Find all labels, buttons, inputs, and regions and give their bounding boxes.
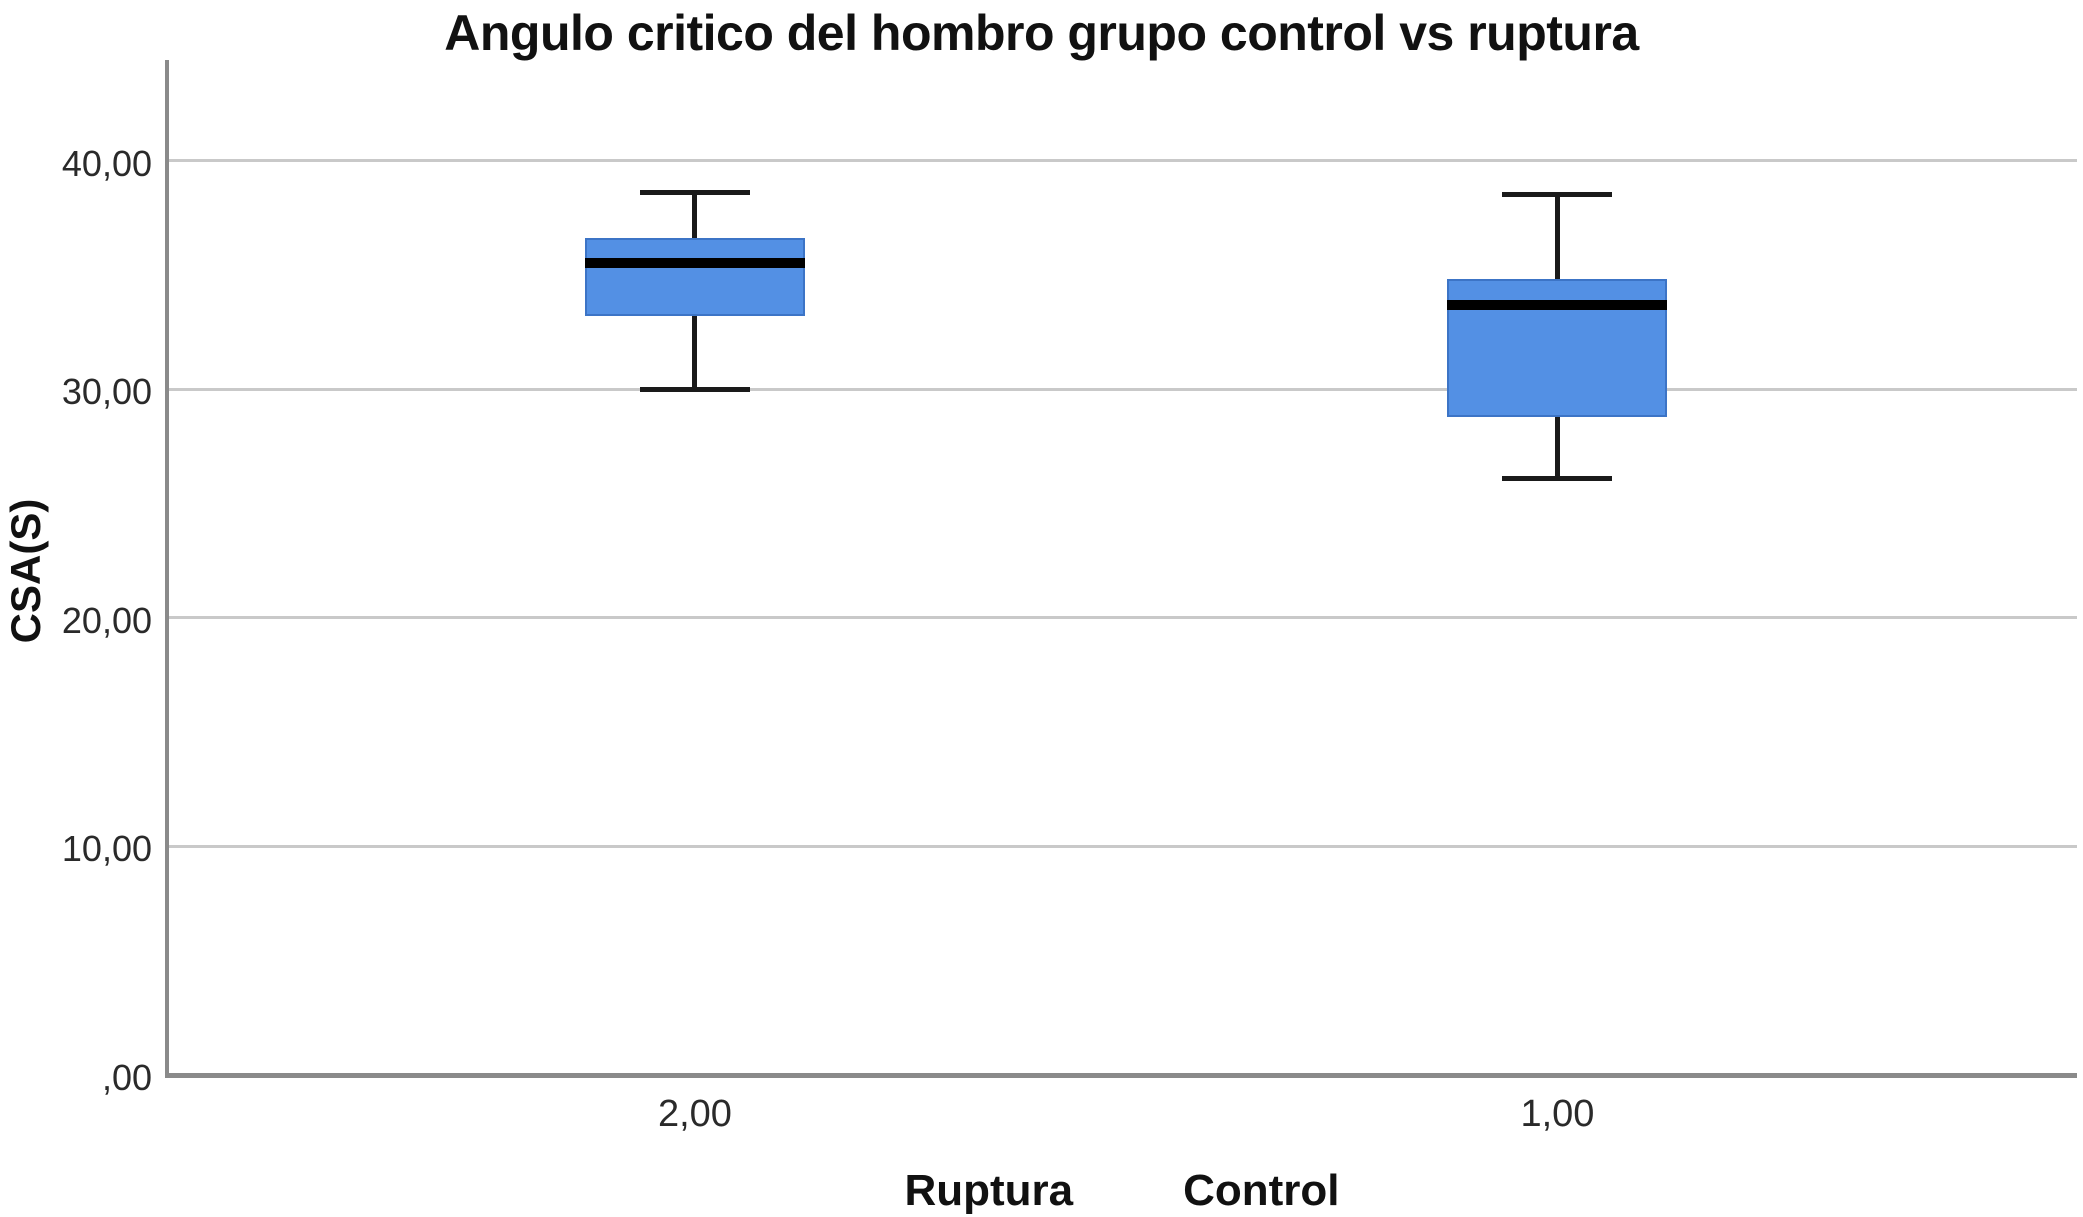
x-axis-title-control: Control [1183, 1166, 1340, 1215]
x-axis-title: Ruptura Control [167, 1166, 2077, 1216]
gridline [167, 387, 2077, 391]
gridline [167, 616, 2077, 620]
whisker-lower-stem-control [1554, 416, 1560, 479]
gridline [167, 844, 2077, 848]
y-tick-label: 40,00 [61, 142, 152, 184]
x-axis-line [165, 1073, 2077, 1078]
whisker-lower-stem-ruptura [692, 316, 698, 390]
whisker-upper-cap-ruptura [639, 190, 750, 196]
whisker-lower-cap-control [1502, 475, 1613, 481]
median-line-ruptura [584, 258, 805, 269]
whisker-upper-cap-control [1502, 192, 1613, 198]
y-tick-label: ,00 [101, 1057, 152, 1098]
y-axis-label: CSA(S) [2, 498, 49, 644]
y-tick-label: 20,00 [61, 599, 152, 641]
x-axis-title-ruptura: Ruptura [904, 1166, 1074, 1215]
whisker-lower-cap-ruptura [639, 386, 750, 392]
y-axis-line [165, 60, 169, 1077]
whisker-upper-stem-ruptura [692, 192, 698, 239]
whisker-upper-stem-control [1554, 194, 1560, 280]
x-tick-label-control: 1,00 [1520, 1093, 1595, 1135]
y-tick-label: 10,00 [61, 828, 152, 870]
gridline [167, 159, 2077, 163]
chart-title: Angulo critico del hombro grupo control … [444, 5, 1639, 61]
y-tick-label: 30,00 [61, 371, 152, 413]
median-line-control [1447, 299, 1668, 310]
x-tick-label-ruptura: 2,00 [657, 1093, 732, 1135]
box-ruptura [584, 238, 805, 317]
